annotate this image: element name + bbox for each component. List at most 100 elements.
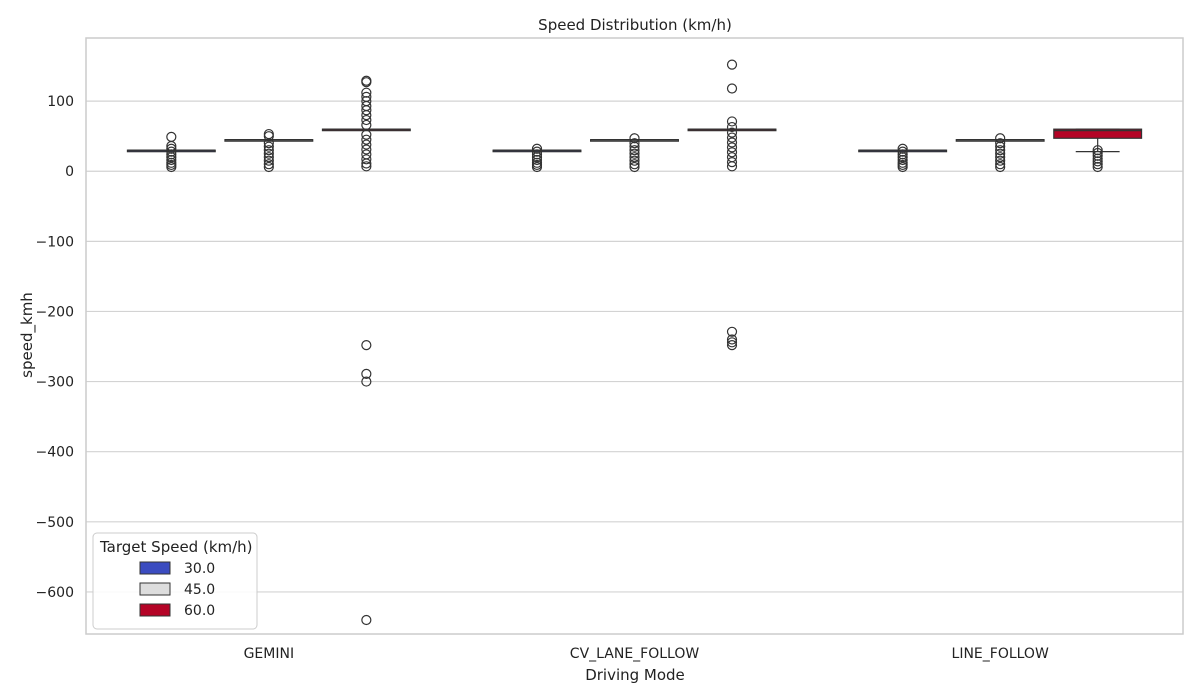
outlier-point — [726, 59, 738, 70]
chart-title: Speed Distribution (km/h) — [538, 16, 732, 34]
plot-area — [86, 38, 1183, 634]
y-axis-title: speed_kmh — [18, 292, 37, 378]
outlier-point — [629, 161, 640, 173]
boxplot-cv-lane-follow-30.0 — [492, 143, 582, 173]
outlier-point — [995, 152, 1006, 163]
outlier-point — [995, 148, 1006, 159]
outlier-point — [361, 105, 372, 116]
outlier-point — [726, 142, 738, 153]
outlier-point — [361, 340, 372, 351]
outlier-point — [263, 159, 274, 170]
outlier-point — [361, 110, 372, 121]
y-tick-label: −400 — [36, 445, 74, 461]
outlier-point — [726, 116, 738, 127]
y-tick-label: −500 — [36, 515, 74, 531]
outlier-point — [629, 152, 640, 163]
outlier-point — [361, 119, 372, 131]
legend-swatch-45.0 — [139, 582, 171, 596]
legend-frame — [92, 532, 258, 630]
outlier-point — [263, 131, 274, 142]
outlier-point — [361, 368, 372, 379]
outlier-point — [361, 139, 372, 150]
outlier-point — [995, 145, 1006, 156]
outlier-point — [263, 148, 274, 159]
outlier-point — [263, 145, 274, 156]
boxplot-gemini-30.0 — [126, 131, 216, 173]
outlier-point — [263, 155, 274, 166]
outlier-point — [726, 127, 738, 138]
outlier-point — [726, 334, 738, 345]
legend: Target Speed (km/h) 30.0 45.0 60.0 — [92, 532, 258, 630]
outlier-point — [166, 152, 177, 163]
outlier-point — [995, 161, 1006, 173]
outlier-point — [995, 138, 1006, 149]
boxplot-line-follow-30.0 — [858, 143, 948, 173]
outlier-point — [361, 77, 372, 88]
outlier-point — [897, 161, 908, 173]
outlier-point — [726, 326, 738, 337]
outlier-point — [361, 114, 372, 126]
legend-swatch-30.0 — [139, 561, 171, 575]
y-tick-label: 0 — [65, 164, 74, 180]
outlier-point — [361, 134, 372, 145]
x-tick-label: CV_LANE_FOLLOW — [570, 646, 700, 662]
y-tick-label: −300 — [36, 375, 74, 391]
boxplot-cv-lane-follow-45.0 — [590, 133, 679, 173]
outlier-point — [263, 141, 274, 152]
boxplot-gemini-45.0 — [224, 128, 314, 173]
legend-label-45.0: 45.0 — [184, 582, 215, 598]
outlier-point — [726, 147, 738, 158]
outlier-point — [629, 148, 640, 159]
outlier-point — [1092, 156, 1103, 167]
x-tick-label: GEMINI — [244, 646, 295, 662]
box — [1053, 128, 1143, 139]
outlier-point — [897, 154, 908, 166]
y-tick-label: −200 — [36, 304, 74, 320]
y-tick-label: −600 — [36, 585, 74, 601]
plot-frame — [85, 37, 1184, 635]
outlier-point — [1092, 161, 1103, 173]
legend-swatch-60.0 — [139, 603, 171, 617]
outlier-point — [726, 83, 738, 94]
outlier-point — [726, 340, 738, 351]
outlier-point — [629, 138, 640, 149]
outlier-point — [361, 158, 372, 169]
outlier-point — [361, 376, 372, 387]
boxplot-gemini-60.0 — [321, 75, 411, 626]
outlier-point — [361, 161, 372, 172]
outlier-point — [361, 144, 372, 155]
outlier-point — [629, 159, 640, 170]
outlier-point — [531, 161, 543, 173]
outlier-point — [1092, 159, 1103, 170]
outlier-point — [995, 155, 1006, 166]
outlier-point — [361, 154, 372, 165]
outlier-point — [263, 161, 274, 173]
outlier-point — [897, 152, 908, 163]
outlier-point — [263, 152, 274, 163]
outlier-point — [531, 154, 543, 166]
outlier-point — [995, 141, 1006, 152]
outlier-point — [995, 159, 1006, 170]
outlier-point — [361, 129, 372, 140]
x-axis-title: Driving Mode — [585, 666, 685, 684]
outlier-point — [263, 138, 274, 149]
outlier-point — [726, 157, 738, 168]
outlier-point — [531, 152, 543, 163]
x-tick-label: LINE_FOLLOW — [952, 646, 1049, 662]
outlier-point — [629, 155, 640, 166]
outlier-point — [726, 137, 738, 148]
outlier-point — [726, 132, 738, 143]
legend-label-60.0: 60.0 — [184, 603, 215, 619]
outlier-point — [629, 145, 640, 156]
outlier-point — [166, 154, 177, 166]
legend-label-30.0: 30.0 — [184, 561, 215, 577]
outlier-point — [629, 141, 640, 152]
boxplot-cv-lane-follow-60.0 — [687, 59, 777, 351]
outlier-point — [726, 161, 738, 172]
outlier-point — [166, 161, 177, 173]
outlier-point — [361, 614, 372, 626]
outlier-point — [726, 337, 738, 348]
legend-title: Target Speed (km/h) — [99, 538, 253, 556]
y-tick-label: 100 — [47, 94, 74, 110]
